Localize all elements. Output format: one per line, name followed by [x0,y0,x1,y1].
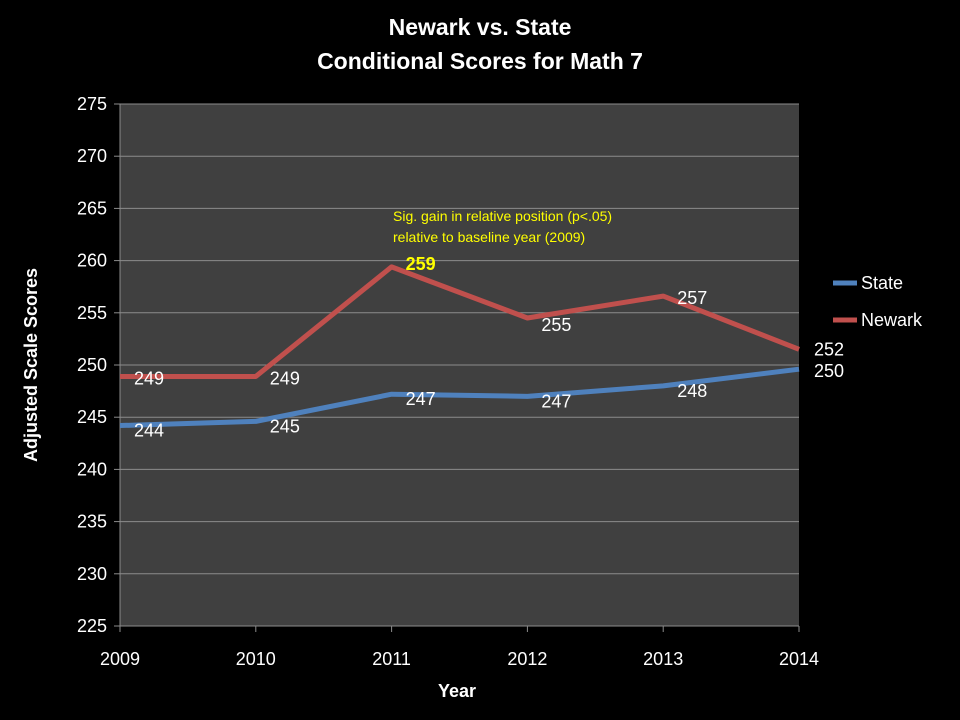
x-axis-ticks: 2009 2010 2011 2012 2013 2014 [100,626,819,669]
y-tick-label: 255 [77,303,107,323]
data-label-newark: 257 [677,288,707,308]
y-tick-label: 275 [77,94,107,114]
y-tick-label: 265 [77,198,107,218]
data-label-newark: 259 [406,254,436,274]
x-axis-title: Year [438,681,476,701]
data-label-state: 245 [270,416,300,436]
series-line-newark [120,264,800,379]
y-tick-label: 245 [77,407,107,427]
chart-title-line-1: Newark vs. State [388,14,572,40]
annotation-line: relative to baseline year (2009) [393,229,585,245]
annotation: Sig. gain in relative position (p<.05) re… [393,208,612,245]
y-tick-label: 225 [77,616,107,636]
legend-label-state: State [861,273,903,293]
chart-title: Newark vs. State Conditional Scores for … [0,10,960,78]
legend: State Newark [833,273,923,330]
data-label-state: 250 [814,361,844,381]
y-tick-label: 235 [77,512,107,532]
x-tick-label: 2010 [236,649,276,669]
y-axis-ticks: 225 230 235 240 245 250 255 260 265 270 275 [77,94,107,636]
data-label-state: 247 [541,391,571,411]
y-tick-label: 240 [77,459,107,479]
data-label-state: 248 [677,381,707,401]
x-tick-label: 2014 [779,649,819,669]
series-line-state [119,366,800,429]
data-label-state: 247 [406,389,436,409]
y-tick-label: 270 [77,146,107,166]
data-label-state: 244 [134,421,164,441]
annotation-line: Sig. gain in relative position (p<.05) [393,208,612,224]
y-tick-label: 250 [77,355,107,375]
data-label-newark: 249 [134,368,164,388]
data-label-newark: 249 [270,368,300,388]
data-labels: 244 245 247 247 248 250 249 249 259 255 257 252 [134,254,844,441]
data-label-newark: 252 [814,339,844,359]
legend-label-newark: Newark [861,310,923,330]
y-tick-label: 230 [77,564,107,584]
x-tick-label: 2012 [507,649,547,669]
x-tick-label: 2009 [100,649,140,669]
gridlines [114,103,799,627]
chart-title-line-2: Conditional Scores for Math 7 [317,48,643,74]
x-tick-label: 2013 [643,649,683,669]
series-lines [119,264,800,429]
data-label-newark: 255 [541,315,571,335]
x-tick-label: 2011 [372,649,411,669]
y-axis-title: Adjusted Scale Scores [21,268,41,462]
y-tick-label: 260 [77,251,107,271]
